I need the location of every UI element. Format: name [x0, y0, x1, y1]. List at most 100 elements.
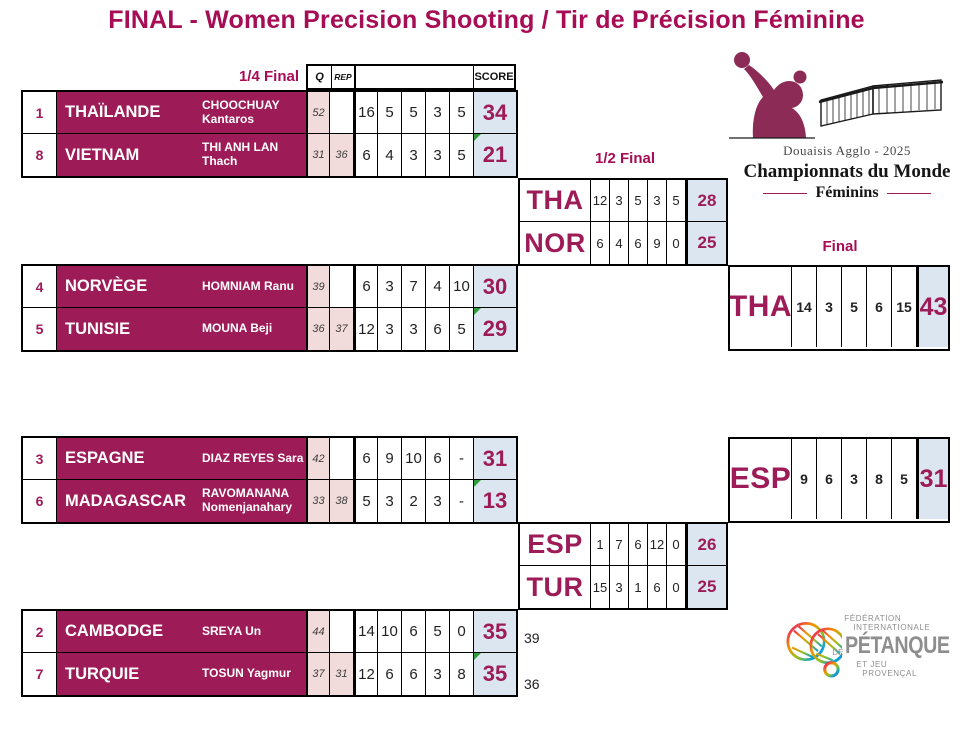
seed-cell: 8 — [23, 134, 57, 176]
round-score-cell: 3 — [378, 480, 402, 522]
player-silhouette-icon — [734, 52, 807, 138]
team-name-cell: TUNISIE — [57, 308, 196, 350]
round-score-cell: 3 — [426, 134, 450, 176]
round-score-cell: 3 — [426, 92, 450, 134]
rounds-column-header — [356, 66, 474, 88]
round-score-cell: 3 — [426, 480, 450, 522]
qualification-cell: 52 — [306, 92, 330, 134]
total-score-cell: 34 — [474, 92, 516, 134]
round-score-cell: 5 — [354, 480, 378, 522]
round-score-cell: 5 — [450, 308, 474, 350]
repechage-cell: 37 — [330, 308, 354, 350]
team-abbr-cell: THA — [730, 267, 792, 347]
round-score-cell: 3 — [842, 439, 867, 519]
total-score-cell: 31 — [917, 439, 948, 519]
round-score-cell: 5 — [892, 439, 917, 519]
round-score-cell: 4 — [610, 222, 629, 264]
seed-cell: 7 — [23, 653, 57, 695]
repechage-cell: 36 — [330, 134, 354, 176]
round-score-cell: 6 — [402, 653, 426, 695]
player-name-cell: TOSUN Yagmur — [196, 653, 306, 695]
round-score-cell: - — [450, 480, 474, 522]
fipjp-line: FÉDÉRATION — [844, 614, 902, 623]
round-score-cell: 5 — [450, 92, 474, 134]
round-score-cell: 5 — [629, 180, 648, 222]
team-abbr-cell: NOR — [520, 222, 591, 264]
fipjp-text-block: FÉDÉRATION INTERNATIONALE DE PÉTANQUE ET… — [832, 614, 973, 678]
seed-cell: 3 — [23, 438, 57, 480]
total-score-cell: 25 — [686, 222, 726, 264]
round-score-cell: 16 — [354, 92, 378, 134]
qualification-cell: 42 — [306, 438, 330, 480]
round-score-cell: 6 — [354, 266, 378, 308]
round-score-cell: 5 — [378, 92, 402, 134]
round-score-cell: 4 — [378, 134, 402, 176]
quarterfinal-label: 1/4 Final — [238, 68, 299, 85]
comment-marker-icon — [474, 134, 481, 141]
fipjp-petanque: PÉTANQUE — [845, 632, 951, 660]
round-score-cell: 9 — [792, 439, 817, 519]
quarterfinal-1-table: 1 THAÏLANDE CHOOCHUAY Kantaros 52 16 5 5… — [21, 90, 518, 178]
round-score-cell: 1 — [629, 566, 648, 608]
team-name-cell: NORVÈGE — [57, 266, 196, 308]
round-score-cell: 6 — [402, 611, 426, 653]
round-score-cell: 12 — [354, 653, 378, 695]
final-runnerup-table: ESP 9 6 3 8 5 31 — [728, 437, 950, 523]
round-score-cell: 5 — [667, 180, 686, 222]
round-score-cell: 4 — [426, 266, 450, 308]
qualification-cell: 37 — [306, 653, 330, 695]
qualification-cell: 39 — [306, 266, 330, 308]
team-name-cell: VIETNAM — [57, 134, 196, 176]
quarterfinal-2-table: 4 NORVÈGE HOMNIAM Ranu 39 6 3 7 4 10 30 … — [21, 264, 518, 352]
logo-subtitle-text: Féminins — [815, 184, 879, 201]
round-score-cell: 12 — [648, 524, 667, 566]
team-name-cell: TURQUIE — [57, 653, 196, 695]
player-name-cell: MOUNA Beji — [196, 308, 306, 350]
team-abbr-cell: ESP — [520, 524, 591, 566]
total-score-cell: 21 — [474, 134, 516, 176]
round-score-cell: 3 — [402, 308, 426, 350]
round-score-cell: 5 — [450, 134, 474, 176]
qualification-cell: 31 — [306, 134, 330, 176]
tiebreak-value: 39 — [524, 630, 540, 646]
round-score-cell: 3 — [648, 180, 667, 222]
round-score-cell: 6 — [354, 438, 378, 480]
round-score-cell: 3 — [817, 267, 842, 347]
semifinal-label: 1/2 Final — [594, 150, 656, 167]
team-name-cell: ESPAGNE — [57, 438, 196, 480]
total-score-cell: 35 — [474, 611, 516, 653]
round-score-cell: 9 — [648, 222, 667, 264]
repechage-cell — [330, 266, 354, 308]
rep-column-header: REP — [332, 66, 356, 88]
player-name-cell: HOMNIAM Ranu — [196, 266, 306, 308]
round-score-cell: 9 — [378, 438, 402, 480]
player-name-cell: SREYA Un — [196, 611, 306, 653]
seed-cell: 6 — [23, 480, 57, 522]
right-rule — [886, 192, 931, 194]
seed-cell: 1 — [23, 92, 57, 134]
total-score-cell: 29 — [474, 308, 516, 350]
team-name-cell: MADAGASCAR — [57, 480, 196, 522]
repechage-cell: 31 — [330, 653, 354, 695]
round-score-cell: 5 — [426, 611, 450, 653]
round-score-cell: 12 — [354, 308, 378, 350]
comment-marker-icon — [474, 653, 481, 660]
round-score-cell: 0 — [450, 611, 474, 653]
round-score-cell: 3 — [378, 308, 402, 350]
quarterfinal-header-row: Q REP SCORE — [306, 64, 516, 90]
round-score-cell: 3 — [610, 566, 629, 608]
player-name-cell: THI ANH LAN Thach — [196, 134, 306, 176]
round-score-cell: 14 — [354, 611, 378, 653]
final-winner-table: THA 14 3 5 6 15 43 — [728, 265, 950, 351]
total-score-cell: 43 — [917, 267, 948, 347]
quarterfinal-4-table: 2 CAMBODGE SREYA Un 44 14 10 6 5 0 35 7 … — [21, 609, 518, 697]
round-score-cell: 3 — [378, 266, 402, 308]
total-score-cell: 25 — [686, 566, 726, 608]
round-score-cell: - — [450, 438, 474, 480]
round-score-cell: 15 — [892, 267, 917, 347]
total-score-cell: 31 — [474, 438, 516, 480]
repechage-cell — [330, 611, 354, 653]
round-score-cell: 5 — [842, 267, 867, 347]
total-score-cell: 26 — [686, 524, 726, 566]
